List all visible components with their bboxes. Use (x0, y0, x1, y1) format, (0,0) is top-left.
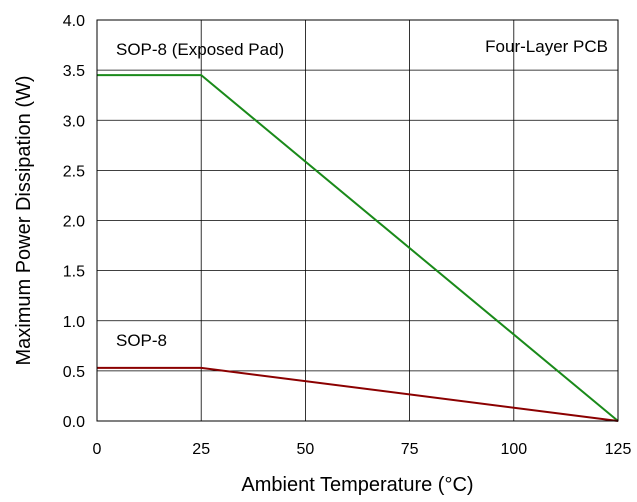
y-tick-label: 2.0 (63, 214, 85, 231)
exposed-pad-label: SOP-8 (Exposed Pad) (116, 40, 284, 59)
series-line-exposed (97, 74, 619, 422)
x-tick-label: 125 (605, 441, 632, 458)
plot-frame (96, 19, 619, 422)
grid (97, 20, 618, 421)
sop8-label: SOP-8 (116, 331, 167, 350)
y-tick-label: 1.0 (63, 314, 85, 331)
y-tick-label: 2.5 (63, 163, 85, 180)
series-line-sop8 (97, 366, 619, 422)
x-tick-label: 0 (93, 441, 102, 458)
y-tick-labels: 0.0 0.5 1.0 1.5 2.0 2.5 3.0 3.5 4.0 (63, 13, 85, 431)
series-layer (97, 74, 619, 422)
x-axis-title: Ambient Temperature (°C) (241, 474, 473, 496)
board-annotation: Four-Layer PCB (485, 37, 608, 56)
y-tick-label: 3.5 (63, 63, 85, 80)
x-tick-label: 50 (297, 441, 315, 458)
x-tick-label: 100 (500, 441, 527, 458)
x-tick-label: 25 (192, 441, 210, 458)
y-tick-label: 4.0 (63, 13, 85, 30)
y-tick-label: 1.5 (63, 264, 85, 281)
y-tick-label: 0.0 (63, 414, 85, 431)
y-tick-label: 3.0 (63, 113, 85, 130)
y-tick-label: 0.5 (63, 364, 85, 381)
x-tick-labels: 0 25 50 75 100 125 (93, 441, 632, 458)
y-axis-title: Maximum Power Dissipation (W) (13, 75, 35, 365)
x-tick-label: 75 (401, 441, 419, 458)
